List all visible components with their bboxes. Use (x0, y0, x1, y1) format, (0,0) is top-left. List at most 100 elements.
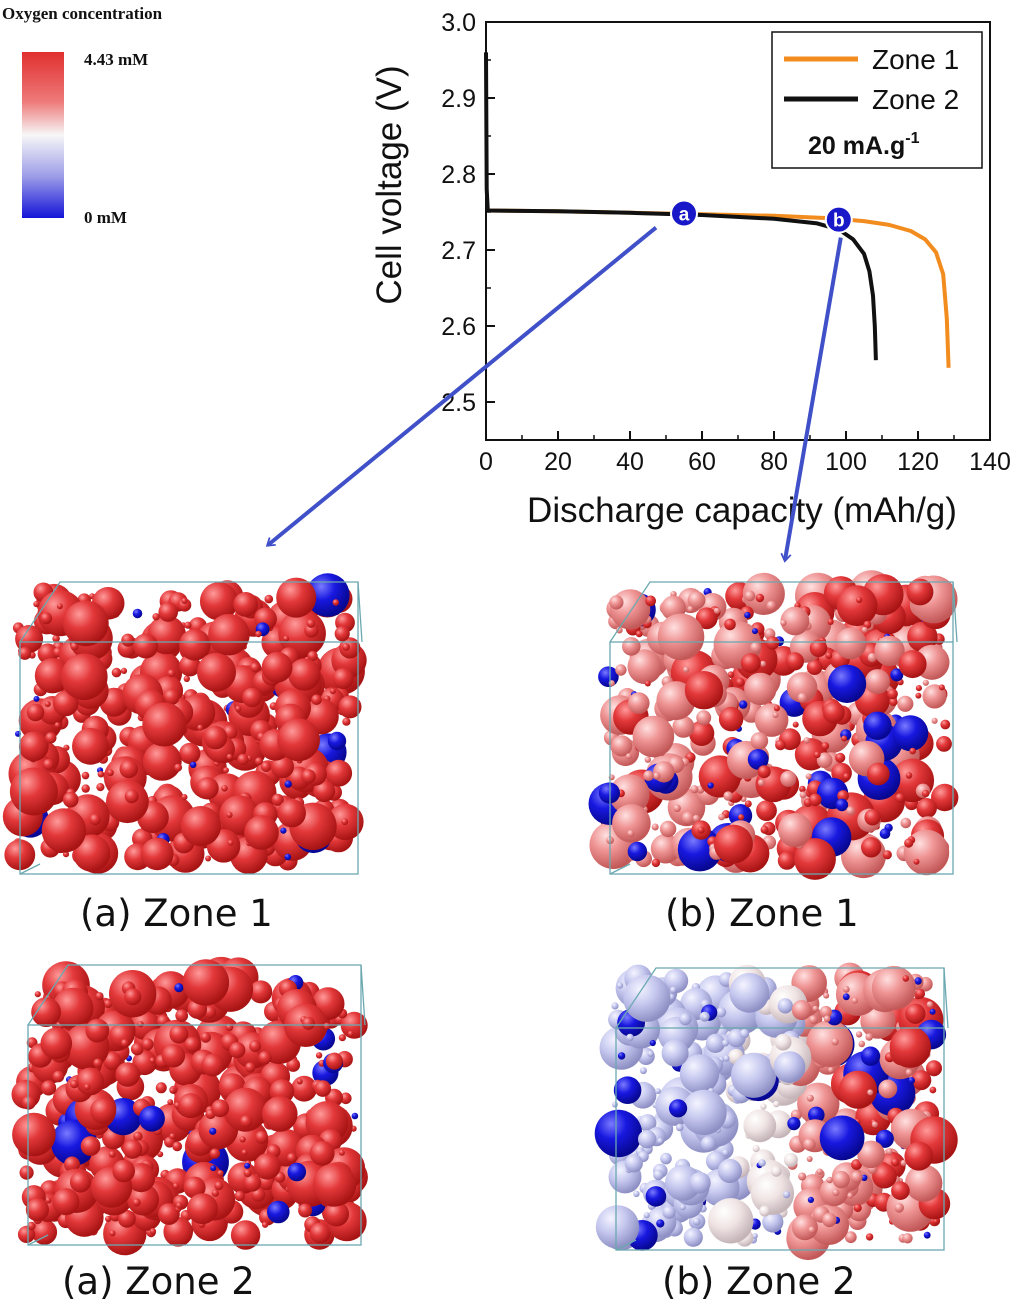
particle (904, 1141, 934, 1171)
particle (727, 671, 735, 678)
particle (777, 851, 797, 870)
particle (894, 1203, 904, 1213)
particle (107, 769, 114, 777)
particle (889, 697, 898, 707)
particle (838, 1070, 878, 1109)
particle (872, 1163, 897, 1189)
panel-label-b-zone-2: (b) Zone 2 (662, 1260, 856, 1303)
particle (338, 695, 362, 719)
particle (230, 1220, 261, 1250)
particle (217, 1170, 224, 1177)
particle (673, 804, 681, 813)
particle (744, 590, 756, 602)
particle (111, 667, 122, 678)
particle (806, 659, 823, 675)
particle (133, 1131, 143, 1142)
particle (672, 715, 695, 738)
particle (882, 850, 892, 860)
particle (842, 985, 850, 993)
particle (615, 664, 627, 676)
particle (18, 731, 49, 762)
particle (858, 1040, 866, 1048)
particle (822, 1212, 837, 1228)
particle (861, 1174, 868, 1182)
particle-render-1 (2, 573, 367, 875)
particle (905, 772, 913, 779)
panel-label-b-zone-1: (b) Zone 1 (665, 892, 859, 935)
particle (141, 837, 174, 871)
particle (223, 1087, 268, 1132)
particle (805, 773, 812, 780)
particle (653, 772, 661, 780)
particle (240, 1115, 253, 1128)
particle (878, 1079, 898, 1099)
particle (25, 1198, 49, 1222)
series-line-1 (485, 208, 951, 368)
particle (611, 1002, 619, 1010)
particle-render-3 (11, 956, 368, 1256)
particle (338, 1034, 346, 1042)
particle (340, 1092, 352, 1105)
particle (911, 1070, 932, 1091)
marker-label-a: a (679, 205, 690, 226)
particle (85, 1018, 110, 1043)
particle (871, 965, 917, 1011)
particle (103, 1051, 122, 1070)
particle (97, 770, 105, 778)
particle (309, 1222, 331, 1244)
particle (255, 1130, 269, 1144)
particle (226, 811, 233, 819)
particle (856, 596, 863, 604)
particle (755, 593, 765, 603)
particle (70, 1080, 79, 1089)
particle (175, 1009, 189, 1022)
particle (851, 1159, 862, 1170)
particle (656, 1219, 665, 1228)
particle (211, 1099, 230, 1118)
particle (762, 1211, 784, 1233)
x-tick-label: 20 (544, 448, 572, 476)
x-tick-label: 120 (897, 448, 939, 476)
particle (851, 997, 859, 1004)
particle (887, 688, 898, 700)
particle (609, 774, 650, 815)
particle (255, 630, 262, 638)
particle (41, 808, 87, 853)
particle (826, 1176, 833, 1184)
particle (244, 815, 279, 850)
particle (26, 703, 45, 722)
particle (929, 1086, 937, 1094)
particle (915, 988, 926, 999)
particle (664, 968, 689, 994)
particle (72, 727, 109, 765)
particle (84, 1083, 91, 1091)
particle (249, 980, 273, 1004)
x-tick-label: 40 (616, 448, 644, 476)
particle (892, 715, 929, 752)
particle (296, 1078, 303, 1085)
particle (864, 809, 881, 826)
particle (799, 785, 806, 793)
particle (205, 855, 212, 862)
particle (823, 1015, 831, 1023)
particle (118, 1209, 136, 1228)
particle (723, 1055, 730, 1062)
particle (751, 1232, 758, 1239)
particle (199, 582, 239, 621)
particle (902, 1233, 913, 1244)
particle (750, 642, 762, 654)
particle (915, 692, 922, 699)
particle (809, 639, 828, 658)
particle (773, 705, 780, 712)
particle (243, 1168, 252, 1178)
particle (347, 1030, 354, 1037)
particle (15, 625, 44, 653)
particle (765, 636, 780, 650)
particle (69, 1171, 91, 1193)
particle (723, 791, 733, 801)
particle (223, 767, 229, 774)
particle (696, 710, 712, 726)
particle (743, 1109, 777, 1143)
particle (201, 1053, 225, 1077)
